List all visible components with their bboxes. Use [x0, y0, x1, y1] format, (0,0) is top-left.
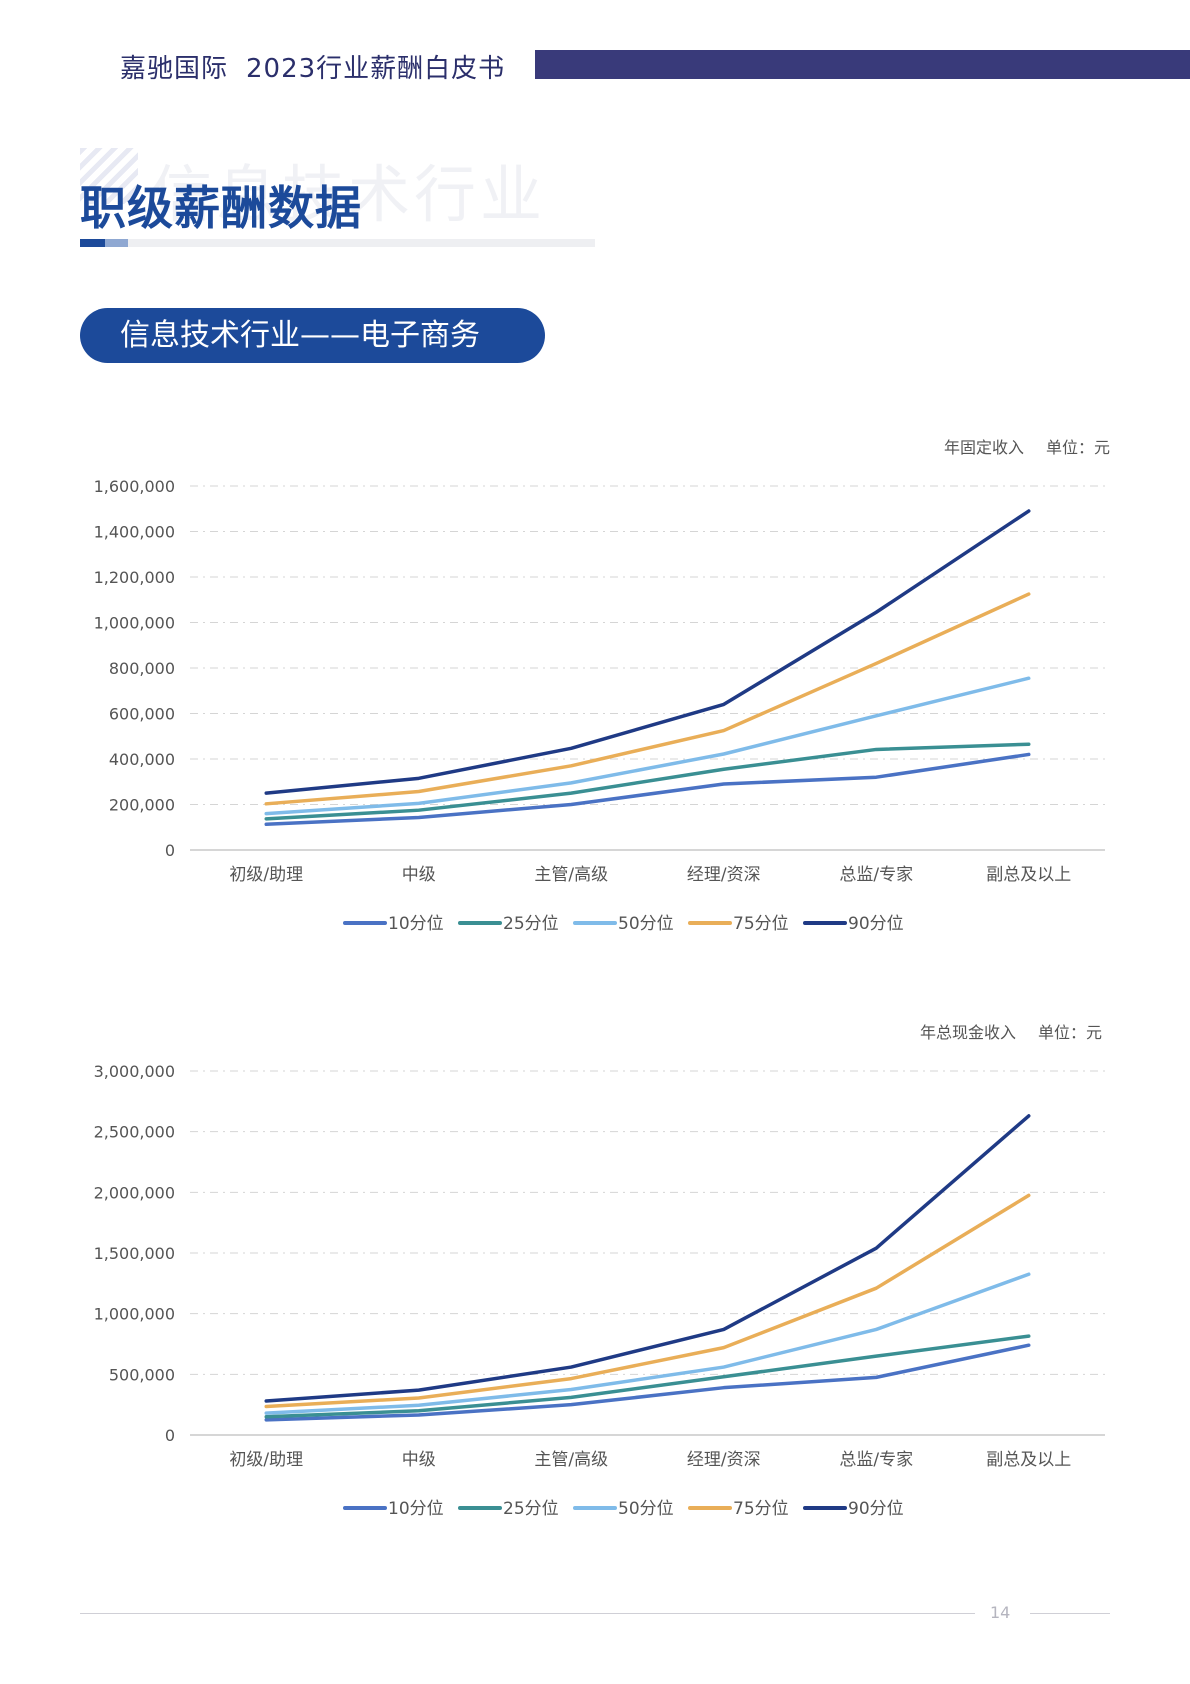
y-tick-label: 1,000,000 [94, 614, 175, 633]
x-tick-label: 主管/高级 [534, 1450, 608, 1470]
series-line [264, 742, 1031, 821]
x-tick-label: 经理/资深 [687, 865, 761, 885]
brand-name: 嘉驰国际 [120, 54, 229, 84]
series-line [264, 1343, 1031, 1422]
legend-label: 50分位 [618, 914, 674, 934]
chart-unit-note: 年固定收入 单位：元 [944, 434, 1110, 458]
page-number: 14 [990, 1603, 1011, 1622]
x-tick-label: 初级/助理 [229, 865, 303, 885]
y-tick-label: 800,000 [109, 659, 175, 678]
legend-label: 10分位 [388, 1499, 444, 1519]
legend-label: 75分位 [733, 914, 789, 934]
legend-label: 25分位 [503, 914, 559, 934]
series-line [264, 1114, 1031, 1403]
x-tick-label: 中级 [402, 1450, 436, 1470]
y-tick-label: 600,000 [109, 705, 175, 724]
y-tick-label: 500,000 [109, 1365, 175, 1384]
y-tick-label: 1,200,000 [94, 568, 175, 587]
series-line [264, 1334, 1031, 1419]
header-bar [535, 50, 1190, 79]
chart-unit-note-label: 年总现金收入 [919, 1023, 1016, 1042]
legend-label: 25分位 [503, 1499, 559, 1519]
line-chart-svg: 0 200,000 400,000 600,000 800,000 1,000,000 1,… [94, 477, 1105, 934]
y-tick-label: 2,500,000 [94, 1123, 175, 1142]
chart-fixed-income: 年固定收入 单位：元 0 200,000 400,000 600,000 800,000 1… [0, 430, 1190, 950]
x-tick-label: 副总及以上 [986, 865, 1071, 885]
series-line [264, 676, 1031, 816]
y-tick-label: 1,000,000 [94, 1305, 175, 1324]
line-chart-svg: 0 500,000 1,000,000 1,500,000 2,000,000 2,500… [94, 1062, 1105, 1519]
footer-divider [80, 1613, 975, 1614]
section-label: 信息技术行业——电子商务 [80, 308, 545, 363]
header-title: 嘉驰国际 2023行业薪酬白皮书 [120, 48, 523, 85]
y-tick-label: 3,000,000 [94, 1062, 175, 1081]
legend-label: 90分位 [848, 1499, 904, 1519]
x-tick-label: 总监/专家 [839, 865, 913, 885]
x-tick-label: 中级 [402, 865, 436, 885]
title-underline [80, 239, 595, 247]
y-tick-label: 0 [165, 841, 175, 860]
chart-unit-note-label: 年固定收入 [943, 438, 1024, 457]
legend-label: 75分位 [733, 1499, 789, 1519]
y-tick-label: 1,400,000 [94, 523, 175, 542]
x-tick-label: 副总及以上 [986, 1450, 1071, 1470]
y-tick-label: 2,000,000 [94, 1183, 175, 1202]
series-line [264, 592, 1031, 806]
y-tick-label: 1,500,000 [94, 1244, 175, 1263]
y-tick-label: 400,000 [109, 750, 175, 769]
watermark-text: 信息技术行业 [150, 158, 547, 231]
series-line [264, 752, 1031, 827]
decorative-stripes [80, 148, 138, 204]
legend-label: 90分位 [848, 914, 904, 934]
report-name: 2023行业薪酬白皮书 [246, 54, 506, 84]
x-tick-label: 主管/高级 [534, 865, 608, 885]
y-tick-label: 0 [165, 1426, 175, 1445]
page-title: 职级薪酬数据 [80, 181, 362, 235]
x-tick-label: 经理/资深 [687, 1450, 761, 1470]
x-tick-label: 总监/专家 [839, 1450, 913, 1470]
series-line [264, 1193, 1031, 1409]
x-tick-label: 初级/助理 [229, 1450, 303, 1470]
series-line [264, 1272, 1031, 1415]
legend-label: 10分位 [388, 914, 444, 934]
footer-divider [1030, 1613, 1110, 1614]
underline-accent [80, 239, 105, 247]
legend-label: 50分位 [618, 1499, 674, 1519]
series-line [264, 509, 1031, 795]
chart-total-cash: 年总现金收入 单位：元 0 500,000 1,000,000 1,500,000 2,0… [0, 1015, 1190, 1535]
y-tick-label: 1,600,000 [94, 477, 175, 496]
underline-accent-light [105, 239, 128, 247]
chart-unit-label: 单位：元 [1037, 1023, 1102, 1042]
y-tick-label: 200,000 [109, 796, 175, 815]
chart-unit-note: 年总现金收入 单位：元 [920, 1019, 1102, 1043]
chart-unit-label: 单位：元 [1045, 438, 1110, 457]
